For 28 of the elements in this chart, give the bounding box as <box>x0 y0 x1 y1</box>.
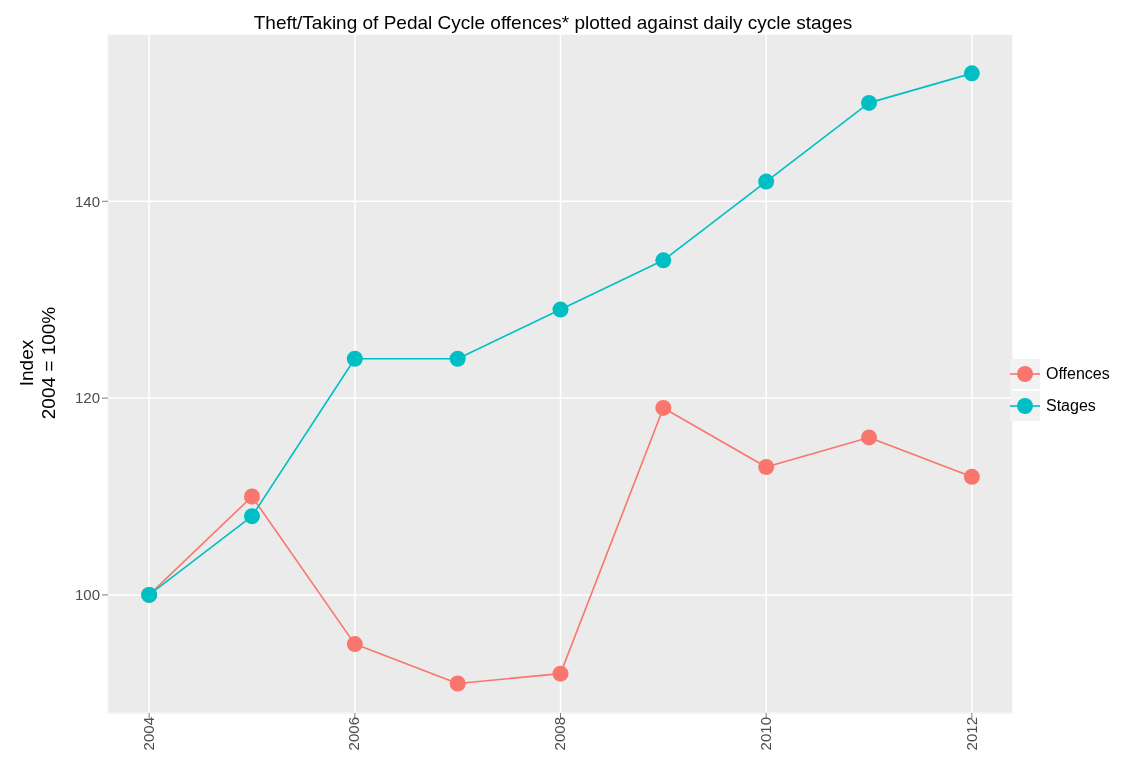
point <box>758 458 775 475</box>
x-tick-label: 2012 <box>962 717 980 751</box>
point <box>963 65 980 82</box>
point <box>861 429 878 446</box>
point <box>346 636 363 653</box>
point <box>963 468 980 485</box>
point <box>552 301 569 318</box>
point <box>552 665 569 682</box>
point <box>758 173 775 190</box>
y-tick-label: 100 <box>74 586 100 604</box>
x-tick-label: 2004 <box>139 717 157 751</box>
point <box>243 488 260 505</box>
y-tick-label: 120 <box>74 389 100 407</box>
x-tick-label: 2008 <box>551 717 569 751</box>
x-tick-label: 2006 <box>345 717 363 751</box>
chart-title: Theft/Taking of Pedal Cycle offences* plotted against daily cycle stages <box>252 12 854 34</box>
point <box>655 252 672 269</box>
point <box>243 508 260 525</box>
point <box>449 350 466 367</box>
y-tick-label: 140 <box>74 192 100 210</box>
point <box>449 675 466 692</box>
y-axis-title: Index 2004 = 100% <box>16 306 60 420</box>
legend-label: Stages <box>1046 397 1096 415</box>
x-tick-label: 2010 <box>756 717 774 751</box>
point <box>655 399 672 416</box>
point <box>861 94 878 111</box>
legend-label: Offences <box>1046 365 1110 383</box>
point <box>346 350 363 367</box>
